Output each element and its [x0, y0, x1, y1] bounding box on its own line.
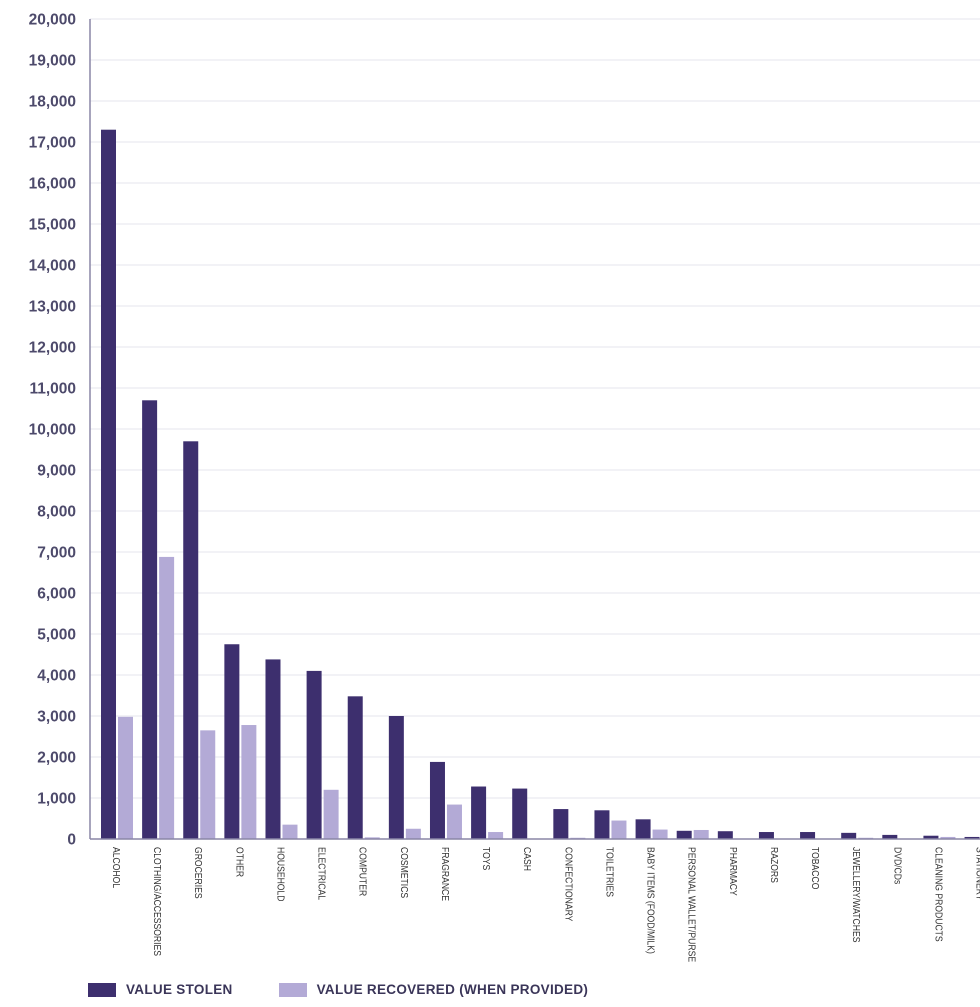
bar-value-recovered — [323, 789, 339, 839]
bar-value-stolen — [717, 831, 733, 839]
bar-value-recovered — [118, 716, 133, 839]
y-tick-label: 19,000 — [29, 53, 76, 70]
y-tick-label: 20,000 — [29, 12, 76, 29]
x-tick-label: CASH — [521, 847, 533, 871]
bar-value-stolen — [142, 400, 158, 839]
bar-value-recovered — [405, 828, 421, 839]
bar-value-stolen — [553, 809, 569, 839]
bar-value-stolen — [841, 832, 857, 839]
x-tick-label: TOBACCO — [809, 847, 821, 889]
legend-swatch-stolen — [88, 982, 116, 997]
bar-value-stolen — [347, 696, 363, 839]
x-tick-label: DVD/CDs — [891, 847, 903, 884]
legend-swatch-recovered — [278, 982, 307, 997]
bar-value-stolen — [882, 834, 898, 839]
bar-value-recovered — [159, 556, 175, 839]
bar-value-recovered — [652, 829, 668, 839]
bar-value-stolen — [306, 670, 322, 839]
bar-value-stolen — [800, 832, 816, 839]
y-tick-label: 6,000 — [37, 586, 76, 603]
legend: VALUE STOLEN VALUE RECOVERED (WHEN PROVI… — [88, 982, 634, 997]
x-tick-label: STATIONERY — [973, 847, 980, 901]
y-tick-label: 1,000 — [37, 791, 76, 808]
x-tick-label: RAZORS — [768, 847, 780, 883]
y-tick-label: 18,000 — [29, 94, 76, 111]
bar-value-recovered — [200, 730, 216, 839]
bar-value-stolen — [388, 716, 404, 839]
bar-value-stolen — [964, 836, 980, 839]
gridlines — [90, 18, 980, 799]
bar-value-stolen — [429, 761, 445, 839]
bar-value-recovered — [940, 836, 956, 839]
bar-value-stolen — [471, 786, 487, 839]
x-tick-label: COSMETICS — [398, 847, 410, 898]
y-tick-label: 14,000 — [29, 258, 76, 275]
x-tick-label: CONFECTIONARY — [562, 847, 574, 922]
bar-value-recovered — [446, 804, 462, 839]
bar-value-recovered — [364, 837, 380, 839]
y-tick-label: 4,000 — [37, 668, 76, 685]
bar-value-stolen — [923, 835, 939, 839]
y-tick-label: 11,000 — [29, 381, 76, 398]
x-tick-label: HOUSEHOLD — [274, 847, 286, 902]
y-tick-label: 16,000 — [29, 176, 76, 193]
y-tick-label: 9,000 — [37, 463, 76, 480]
bar-value-stolen — [676, 830, 692, 839]
bar-value-stolen — [265, 659, 281, 839]
y-tick-label: 10,000 — [29, 422, 76, 439]
bar-value-stolen — [183, 441, 199, 839]
bar-value-recovered — [693, 829, 709, 839]
y-tick-label: 0 — [67, 832, 76, 849]
x-tick-label: COMPUTER — [356, 847, 368, 896]
bar-value-stolen — [594, 810, 610, 839]
x-tick-label: PERSONAL WALLET/PURSE — [685, 847, 697, 962]
x-tick-label: JEWELLERY/WATCHES — [850, 847, 862, 942]
x-tick-label: BABY ITEMS (FOOD/MILK) — [644, 847, 656, 954]
y-tick-label: 7,000 — [37, 545, 76, 562]
bar-value-stolen — [758, 832, 774, 839]
bar-value-recovered — [611, 820, 627, 839]
y-tick-label: 8,000 — [37, 504, 76, 521]
y-axis-ticks: 0 1,000 2,000 3,000 4,000 5,000 6,000 7,000 8,00… — [29, 12, 76, 849]
y-tick-label: 13,000 — [29, 299, 76, 316]
x-tick-label: FRAGRANCE — [439, 847, 451, 901]
legend-label-stolen: VALUE STOLEN — [126, 982, 233, 997]
bar-value-recovered — [241, 725, 257, 839]
x-tick-label: PHARMACY — [727, 847, 739, 896]
x-tick-label: CLEANING PRODUCTS — [932, 847, 944, 942]
bar-value-recovered — [282, 824, 298, 839]
x-axis-ticks: ALCOHOL CLOTHING/ACCESSORIES GROCERIES OTHE… — [110, 847, 980, 962]
x-tick-label: TOILETRIES — [603, 847, 615, 897]
x-tick-label: OTHER — [233, 847, 245, 877]
x-tick-label: CLOTHING/ACCESSORIES — [151, 847, 163, 956]
legend-label-recovered: VALUE RECOVERED (WHEN PROVIDED) — [316, 982, 589, 997]
bar-value-stolen — [224, 644, 240, 839]
y-tick-label: 2,000 — [37, 750, 76, 767]
bar-value-stolen — [101, 129, 116, 839]
y-tick-label: 5,000 — [37, 627, 76, 644]
bar-value-stolen — [635, 819, 651, 839]
y-tick-label: 15,000 — [29, 217, 76, 234]
x-tick-label: ELECTRICAL — [315, 847, 327, 901]
legend-item-recovered: VALUE RECOVERED (WHEN PROVIDED) — [278, 982, 589, 997]
bar-value-stolen — [512, 788, 528, 839]
bar-chart: 0 1,000 2,000 3,000 4,000 5,000 6,000 7,000 8,00… — [29, 12, 980, 962]
y-tick-label: 12,000 — [29, 340, 76, 357]
x-tick-label: TOYS — [480, 847, 492, 870]
y-tick-label: 3,000 — [37, 709, 76, 726]
x-tick-label: GROCERIES — [192, 847, 204, 899]
legend-item-stolen: VALUE STOLEN — [88, 982, 233, 997]
bar-value-recovered — [488, 832, 504, 839]
bars — [101, 129, 980, 839]
x-tick-label: ALCOHOL — [110, 847, 122, 889]
y-tick-label: 17,000 — [29, 135, 76, 152]
